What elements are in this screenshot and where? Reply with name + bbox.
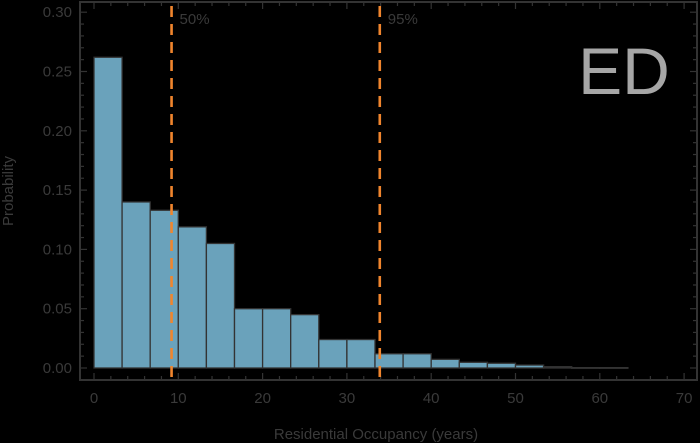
histogram-bar (514, 364, 545, 369)
histogram-bar (599, 366, 629, 369)
histogram-bars (93, 56, 629, 369)
y-tick-label: 0.15 (43, 182, 72, 199)
x-tick-label: 50 (507, 390, 524, 407)
histogram-bar (318, 338, 348, 369)
x-axis-label: Residential Occupancy (years) (274, 426, 478, 443)
y-tick-label: 0.00 (43, 360, 72, 377)
y-tick-label: 0.20 (43, 123, 72, 140)
axis-ticks: 0 10 20 30 40 50 60 70 0.00 0.05 0.10 0.15 0.20 0.25 0… (43, 2, 697, 407)
x-tick-label: 20 (254, 390, 271, 407)
histogram-bar (542, 366, 573, 369)
histogram-bar (121, 201, 151, 369)
y-tick-label: 0.30 (43, 4, 72, 21)
y-tick-label: 0.05 (43, 301, 72, 318)
histogram-bar (346, 338, 376, 369)
panel-annotation: ED (578, 34, 670, 108)
x-tick-label: 30 (339, 390, 356, 407)
x-tick-label: 70 (676, 390, 693, 407)
histogram-bar (233, 308, 264, 369)
percentile-label: 50% (180, 11, 210, 28)
percentile-label: 95% (388, 11, 418, 28)
x-tick-label: 40 (423, 390, 440, 407)
histogram-bar (205, 242, 236, 369)
y-axis-label: Probability (0, 155, 17, 226)
histogram-bar (486, 362, 517, 369)
histogram-bar (458, 361, 489, 369)
histogram-bar (290, 313, 320, 369)
histogram-bar (261, 308, 292, 369)
histogram-bar (93, 56, 123, 369)
histogram-bar (402, 353, 432, 369)
plot-frame (79, 1, 698, 381)
histogram-bar (149, 209, 179, 369)
y-tick-label: 0.25 (43, 64, 72, 81)
x-tick-label: 60 (591, 390, 608, 407)
histogram-bar (571, 366, 601, 369)
x-tick-label: 0 (90, 390, 98, 407)
histogram-bar (177, 226, 208, 369)
percentile-lines: 50% 95% (170, 6, 418, 384)
y-tick-label: 0.10 (43, 241, 72, 258)
histogram-bar (430, 358, 460, 369)
x-tick-label: 10 (170, 390, 187, 407)
